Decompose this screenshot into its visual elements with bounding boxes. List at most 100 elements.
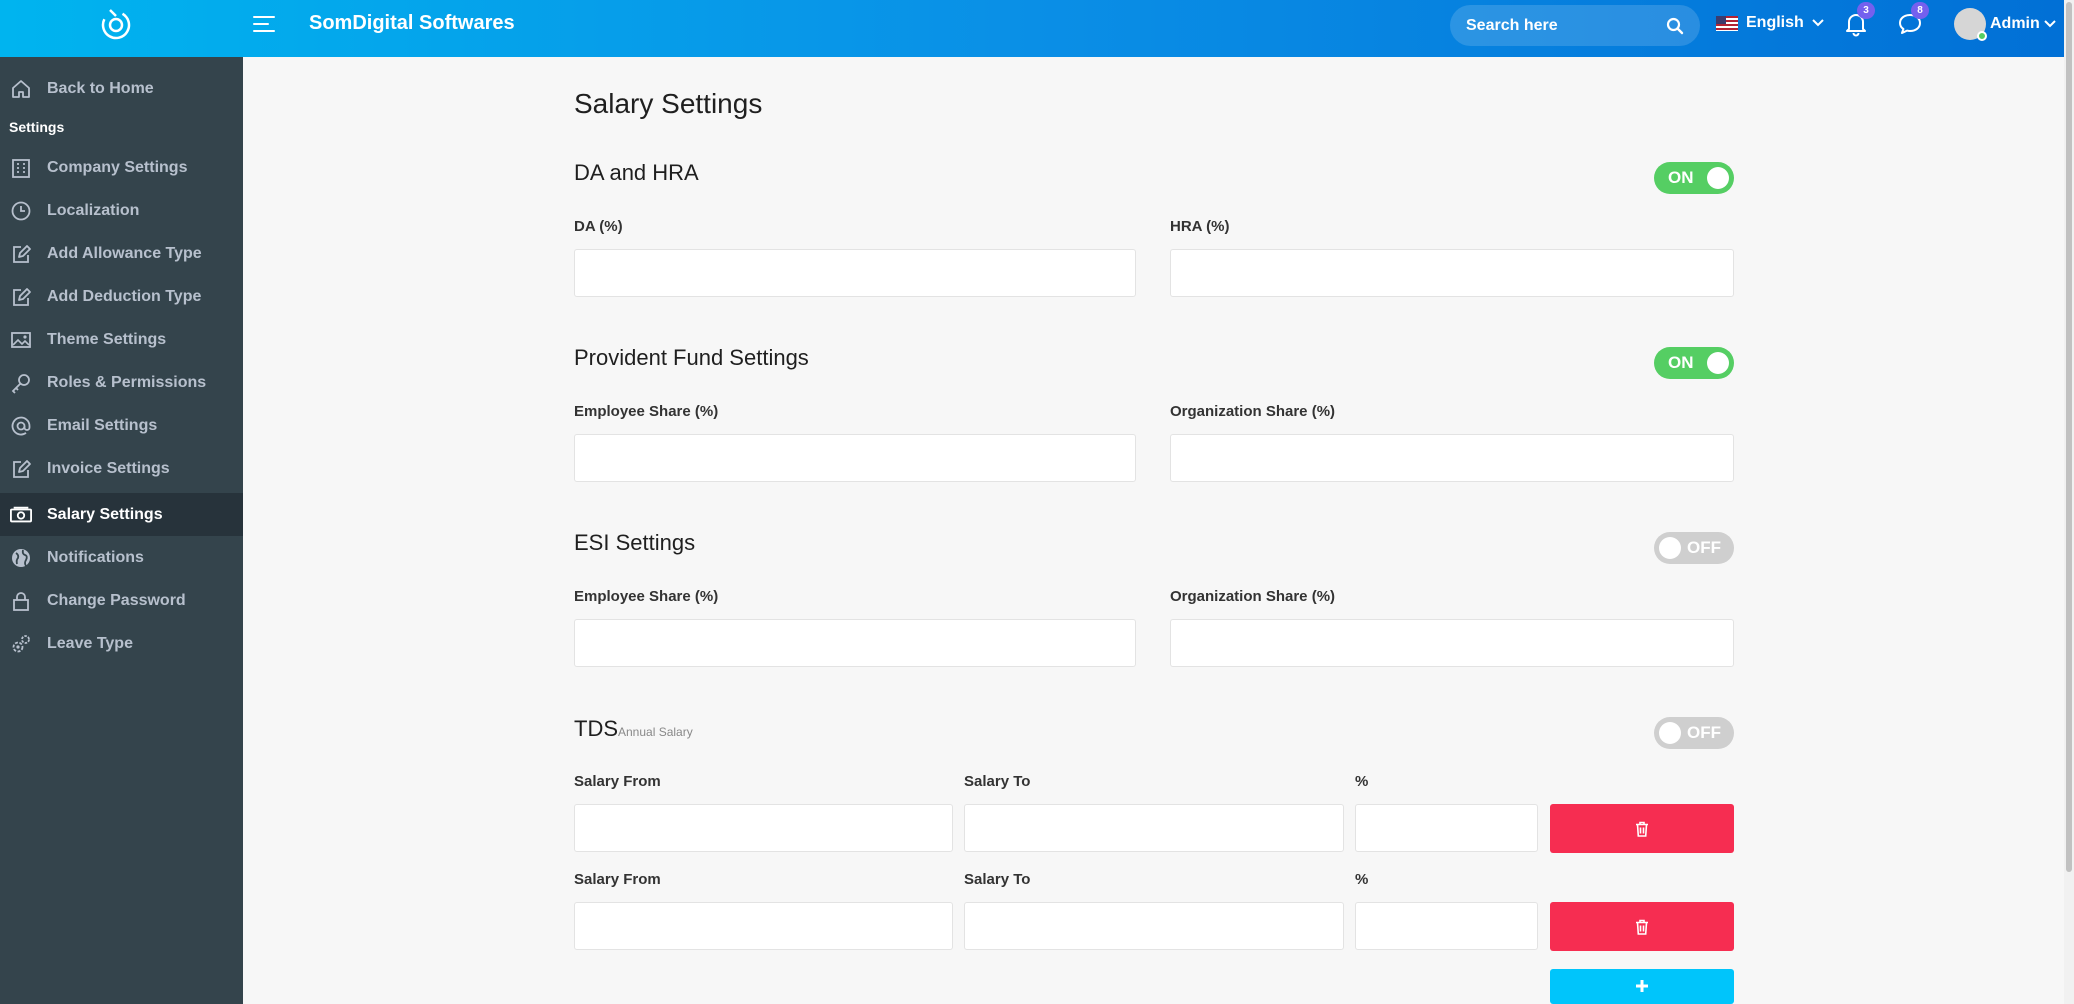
percent-input[interactable] xyxy=(1355,804,1538,852)
cogs-icon xyxy=(10,633,32,655)
tds-subtitle: Annual Salary xyxy=(618,725,693,739)
top-header: SomDigital Softwares English 3 8 Admin xyxy=(0,0,2064,57)
search-icon[interactable] xyxy=(1666,17,1684,35)
avatar xyxy=(1954,8,1987,41)
sidebar-item-label: Localization xyxy=(47,201,140,219)
at-icon xyxy=(10,415,32,437)
pf-employee-share-input[interactable] xyxy=(574,434,1136,482)
chevron-down-icon xyxy=(1812,19,1824,27)
salary-to-label: Salary To xyxy=(964,871,1031,888)
salary-to-label: Salary To xyxy=(964,773,1031,790)
esi-employee-share-input[interactable] xyxy=(574,619,1136,667)
sidebar-item-label: Add Deduction Type xyxy=(47,287,202,305)
pf-toggle[interactable]: ON xyxy=(1654,347,1734,379)
building-icon xyxy=(10,157,32,179)
delete-row-button[interactable] xyxy=(1550,804,1734,853)
salary-to-input[interactable] xyxy=(964,902,1344,950)
language-label: English xyxy=(1746,14,1804,31)
toggle-label: ON xyxy=(1668,353,1694,372)
sidebar-item-invoice-settings[interactable]: Invoice Settings xyxy=(0,447,243,490)
tds-toggle[interactable]: OFF xyxy=(1654,717,1734,749)
sidebar-item-label: Company Settings xyxy=(47,158,188,176)
percent-label: % xyxy=(1355,773,1369,790)
sidebar-item-add-deduction-type[interactable]: Add Deduction Type xyxy=(0,275,243,318)
trash-icon xyxy=(1636,919,1648,935)
esi-employee-share-label: Employee Share (%) xyxy=(574,588,719,605)
messages-badge: 8 xyxy=(1911,2,1929,19)
sidebar-item-label: Back to Home xyxy=(47,79,154,97)
page-scrollbar[interactable] xyxy=(2064,0,2074,1004)
add-row-button[interactable] xyxy=(1550,969,1734,1004)
search-box xyxy=(1450,5,1700,46)
pf-section-title: Provident Fund Settings xyxy=(574,345,809,370)
da-hra-toggle[interactable]: ON xyxy=(1654,162,1734,194)
scrollbar-thumb[interactable] xyxy=(2066,2,2072,872)
image-icon xyxy=(10,329,32,351)
chat-icon xyxy=(1899,14,1921,34)
esi-toggle[interactable]: OFF xyxy=(1654,532,1734,564)
pf-organization-share-input[interactable] xyxy=(1170,434,1734,482)
edit-icon xyxy=(10,458,32,480)
globe-icon xyxy=(10,547,32,569)
sidebar-section-heading: Settings xyxy=(9,119,65,135)
hra-label: HRA (%) xyxy=(1170,218,1230,235)
notifications-badge: 3 xyxy=(1857,2,1875,19)
salary-from-input[interactable] xyxy=(574,804,953,852)
menu-toggle-icon[interactable] xyxy=(253,14,279,34)
sidebar-item-notifications[interactable]: Notifications xyxy=(0,536,243,579)
toggle-label: OFF xyxy=(1687,723,1721,742)
sidebar-item-salary-settings[interactable]: Salary Settings xyxy=(0,493,243,536)
esi-organization-share-input[interactable] xyxy=(1170,619,1734,667)
logo-icon[interactable] xyxy=(98,6,134,42)
sidebar-item-label: Roles & Permissions xyxy=(47,373,207,391)
tds-section-title: TDSAnnual Salary xyxy=(574,716,693,742)
sidebar-item-add-allowance-type[interactable]: Add Allowance Type xyxy=(0,232,243,275)
home-icon xyxy=(10,78,32,100)
hra-input[interactable] xyxy=(1170,249,1734,297)
delete-row-button[interactable] xyxy=(1550,902,1734,951)
us-flag-icon xyxy=(1716,15,1738,31)
esi-section-title: ESI Settings xyxy=(574,530,696,555)
sidebar-item-back-to-home[interactable]: Back to Home xyxy=(0,67,243,110)
language-selector[interactable]: English xyxy=(1716,14,1824,32)
sidebar-item-theme-settings[interactable]: Theme Settings xyxy=(0,318,243,361)
messages-button[interactable]: 8 xyxy=(1897,2,1929,41)
user-name: Admin xyxy=(1990,15,2040,32)
tds-title: TDS xyxy=(574,716,618,741)
toggle-knob xyxy=(1659,537,1681,559)
edit-icon xyxy=(10,243,32,265)
da-hra-section-title: DA and HRA xyxy=(574,160,699,185)
sidebar-item-email-settings[interactable]: Email Settings xyxy=(0,404,243,447)
lock-icon xyxy=(10,590,32,612)
da-input[interactable] xyxy=(574,249,1136,297)
salary-from-label: Salary From xyxy=(574,871,661,888)
salary-to-input[interactable] xyxy=(964,804,1344,852)
pf-organization-share-label: Organization Share (%) xyxy=(1170,403,1336,420)
plus-icon xyxy=(1636,980,1648,992)
sidebar-item-leave-type[interactable]: Leave Type xyxy=(0,622,243,665)
sidebar-item-label: Add Allowance Type xyxy=(47,244,202,262)
toggle-label: OFF xyxy=(1687,538,1721,557)
user-menu[interactable]: Admin xyxy=(1954,8,2056,41)
sidebar: Back to Home Settings Company Settings L… xyxy=(0,57,243,1004)
search-input[interactable] xyxy=(1466,16,1656,35)
sidebar-item-company-settings[interactable]: Company Settings xyxy=(0,146,243,189)
sidebar-item-localization[interactable]: Localization xyxy=(0,189,243,232)
sidebar-item-label: Change Password xyxy=(47,591,186,609)
notifications-button[interactable]: 3 xyxy=(1843,2,1875,41)
da-label: DA (%) xyxy=(574,218,623,235)
pf-employee-share-label: Employee Share (%) xyxy=(574,403,719,420)
sidebar-item-change-password[interactable]: Change Password xyxy=(0,579,243,622)
page-title: Salary Settings xyxy=(574,88,763,119)
esi-organization-share-label: Organization Share (%) xyxy=(1170,588,1336,605)
percent-label: % xyxy=(1355,871,1369,888)
toggle-knob xyxy=(1659,722,1681,744)
edit-icon xyxy=(10,286,32,308)
percent-input[interactable] xyxy=(1355,902,1538,950)
clock-icon xyxy=(10,200,32,222)
sidebar-item-roles-permissions[interactable]: Roles & Permissions xyxy=(0,361,243,404)
toggle-label: ON xyxy=(1668,168,1694,187)
salary-from-input[interactable] xyxy=(574,902,953,950)
money-icon xyxy=(10,504,32,526)
trash-icon xyxy=(1636,821,1648,837)
